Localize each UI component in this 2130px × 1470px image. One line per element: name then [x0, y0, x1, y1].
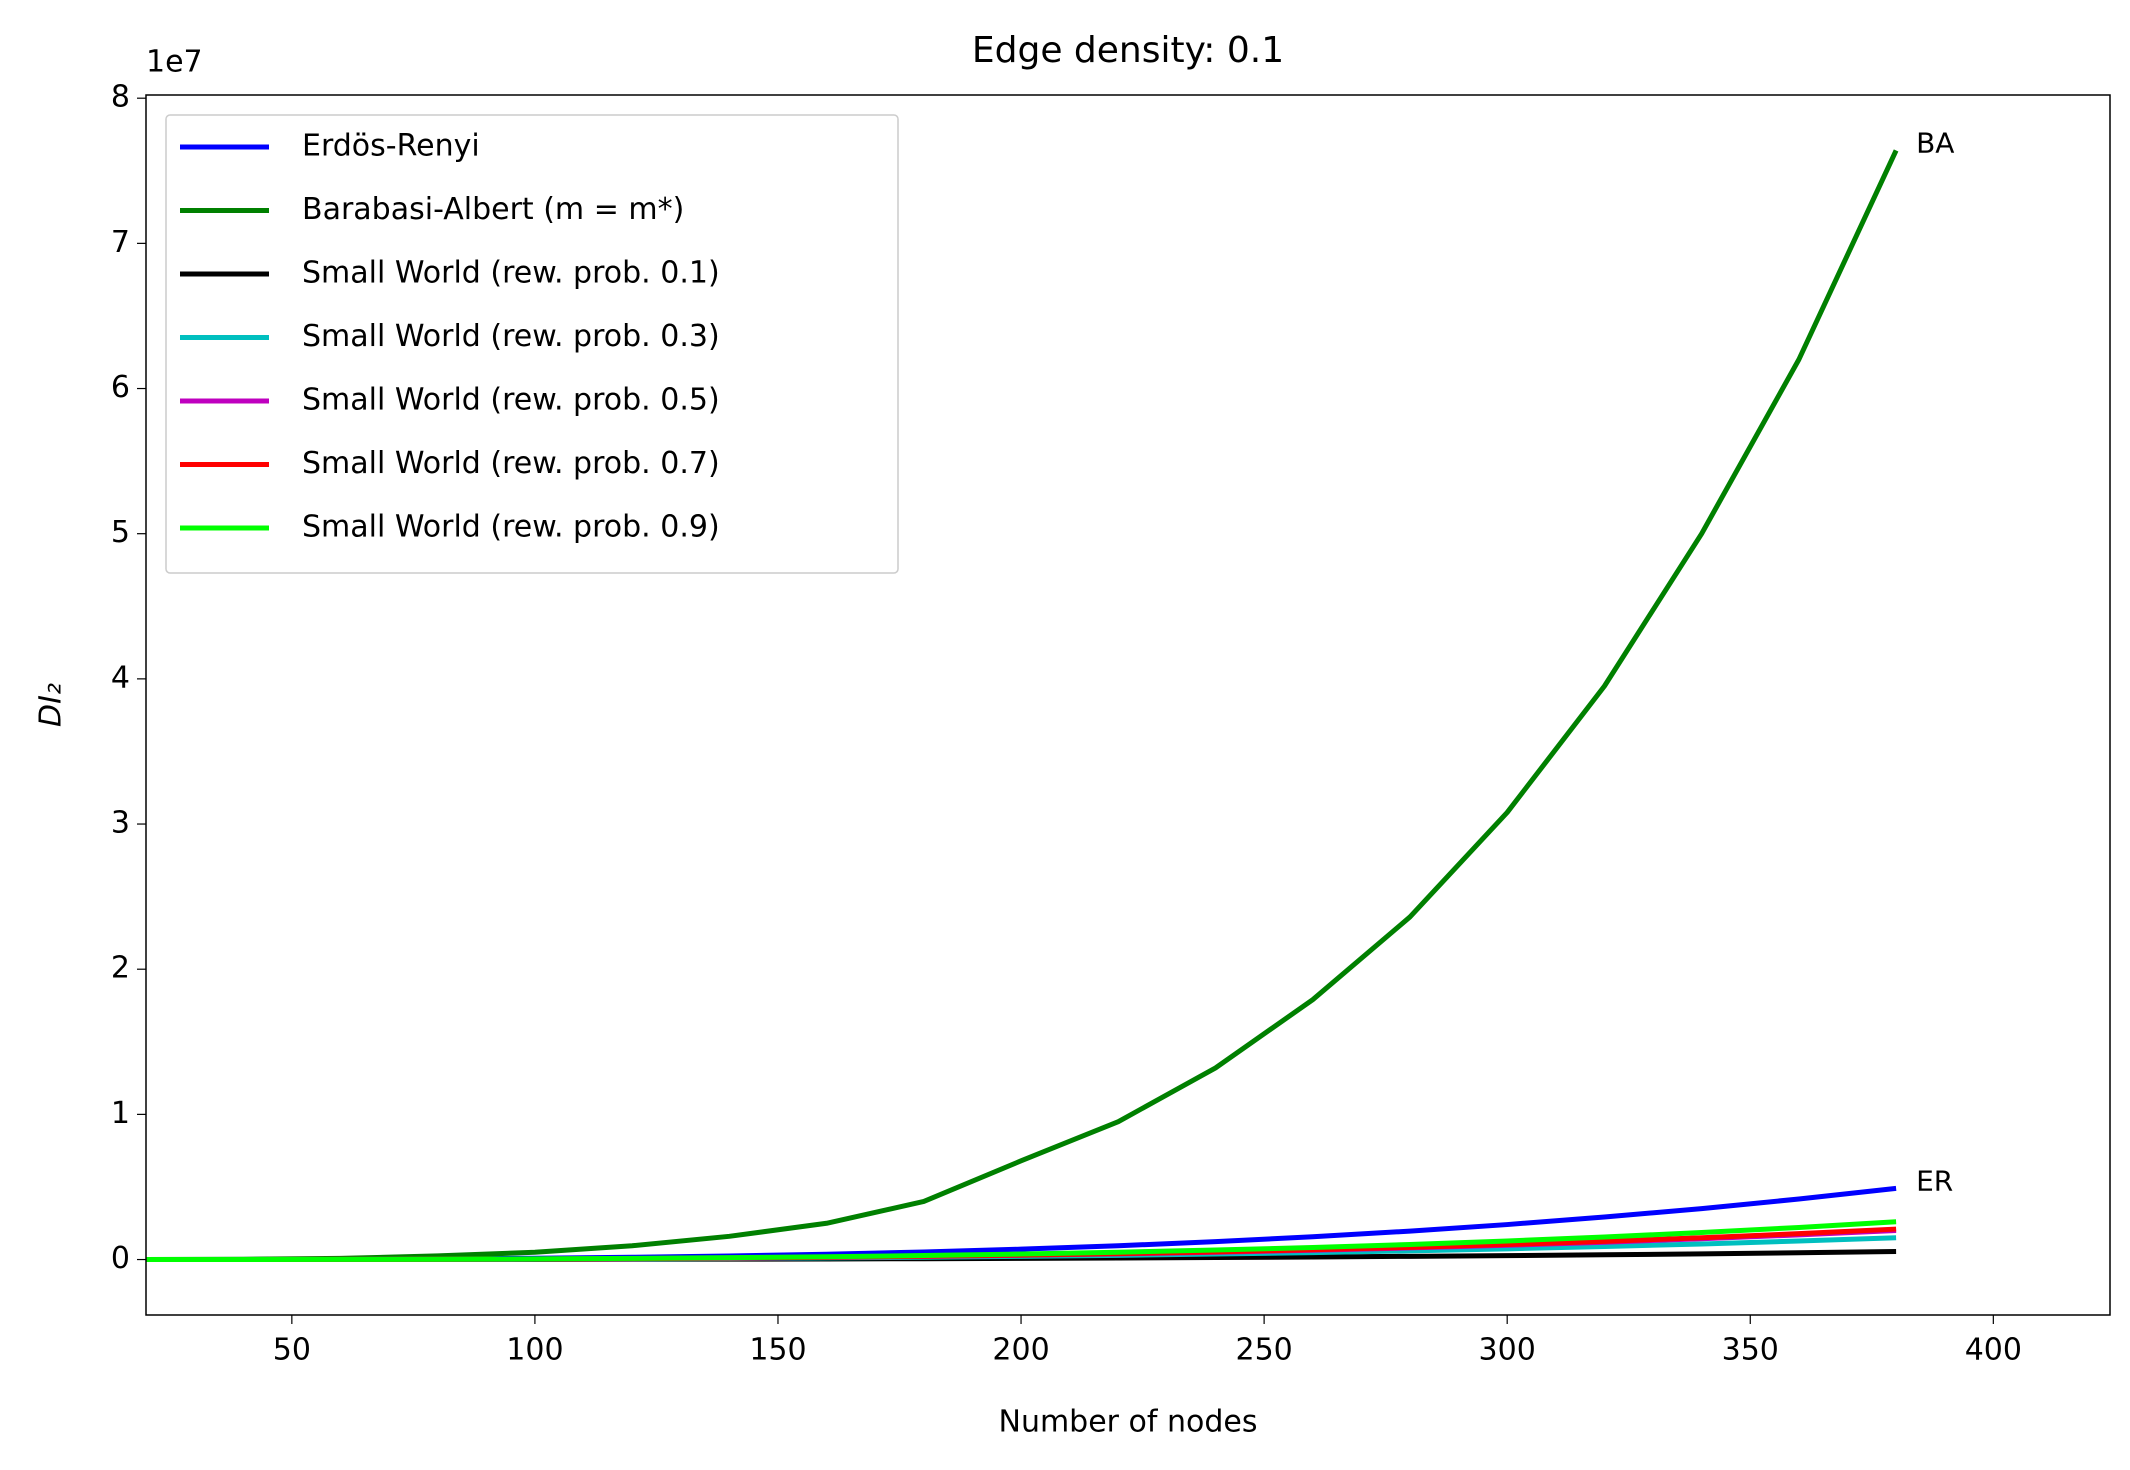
legend-label: Erdös-Renyi: [302, 129, 480, 164]
y-tick-label: 0: [111, 1241, 130, 1276]
chart-title: Edge density: 0.1: [972, 30, 1284, 71]
y-axis-label: DI₂: [34, 683, 69, 727]
y-tick-label: 7: [111, 225, 130, 260]
legend-box: [165, 114, 899, 574]
x-axis-label: Number of nodes: [999, 1405, 1258, 1440]
legend-label: Small World (rew. prob. 0.1): [302, 256, 720, 291]
y-offset-label: 1e7: [146, 45, 203, 80]
y-tick-label: 5: [111, 515, 130, 550]
x-tick-label: 400: [1965, 1333, 2022, 1368]
legend-label: Small World (rew. prob. 0.3): [302, 319, 720, 354]
y-tick-label: 6: [111, 370, 130, 405]
annotation: BA: [1916, 126, 1954, 159]
series-line: [146, 1219, 1897, 1263]
legend-label: Barabasi-Albert (m = m*): [302, 192, 684, 227]
x-tick-label: 150: [749, 1333, 806, 1368]
x-tick-label: 200: [992, 1333, 1049, 1368]
y-tick-label: 2: [111, 951, 130, 986]
annotation: ER: [1916, 1164, 1953, 1197]
legend-label: Small World (rew. prob. 0.7): [302, 446, 720, 481]
x-tick-label: 50: [273, 1333, 311, 1368]
y-tick-label: 8: [111, 80, 130, 115]
x-tick-label: 300: [1479, 1333, 1536, 1368]
legend-label: Small World (rew. prob. 0.5): [302, 383, 720, 418]
legend-label: Small World (rew. prob. 0.9): [302, 510, 720, 545]
x-tick-label: 100: [506, 1333, 563, 1368]
x-tick-label: 250: [1235, 1333, 1292, 1368]
x-tick-label: 350: [1722, 1333, 1779, 1368]
y-tick-label: 3: [111, 806, 130, 841]
plot-frame: [145, 94, 2111, 1316]
series-line: [146, 149, 1899, 1263]
y-tick-label: 1: [111, 1096, 130, 1131]
y-tick-label: 4: [111, 660, 130, 695]
